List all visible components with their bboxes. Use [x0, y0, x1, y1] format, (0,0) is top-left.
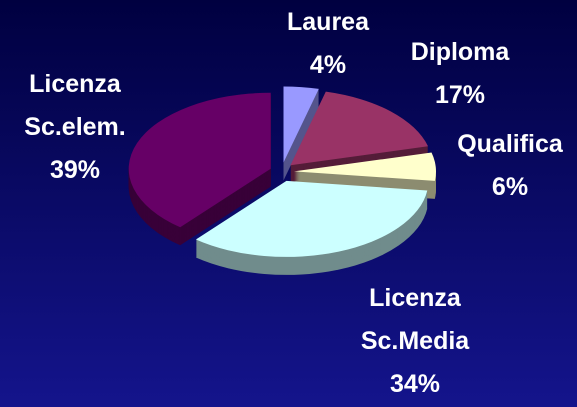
slice — [290, 91, 429, 166]
category-label: Laurea — [287, 8, 370, 36]
value-label: 34% — [390, 370, 440, 398]
slice — [128, 92, 271, 228]
category-label: Licenza Sc.elem. — [24, 70, 125, 141]
value-label: 39% — [50, 156, 100, 184]
labels: Laurea 4% Diploma 17% Qualifica 6% Licenza Sc.M… — [24, 8, 564, 398]
value-label: 17% — [435, 81, 485, 109]
value-label: 4% — [310, 51, 346, 79]
slice-side — [283, 87, 319, 181]
category-label: Qualifica — [457, 130, 564, 158]
slice — [293, 152, 436, 181]
slices — [128, 86, 436, 257]
category-label: Licenza Sc.Media — [361, 284, 470, 355]
value-label: 6% — [492, 173, 528, 201]
slice — [195, 180, 428, 257]
category-label: Diploma — [411, 38, 511, 66]
slice — [283, 86, 319, 163]
